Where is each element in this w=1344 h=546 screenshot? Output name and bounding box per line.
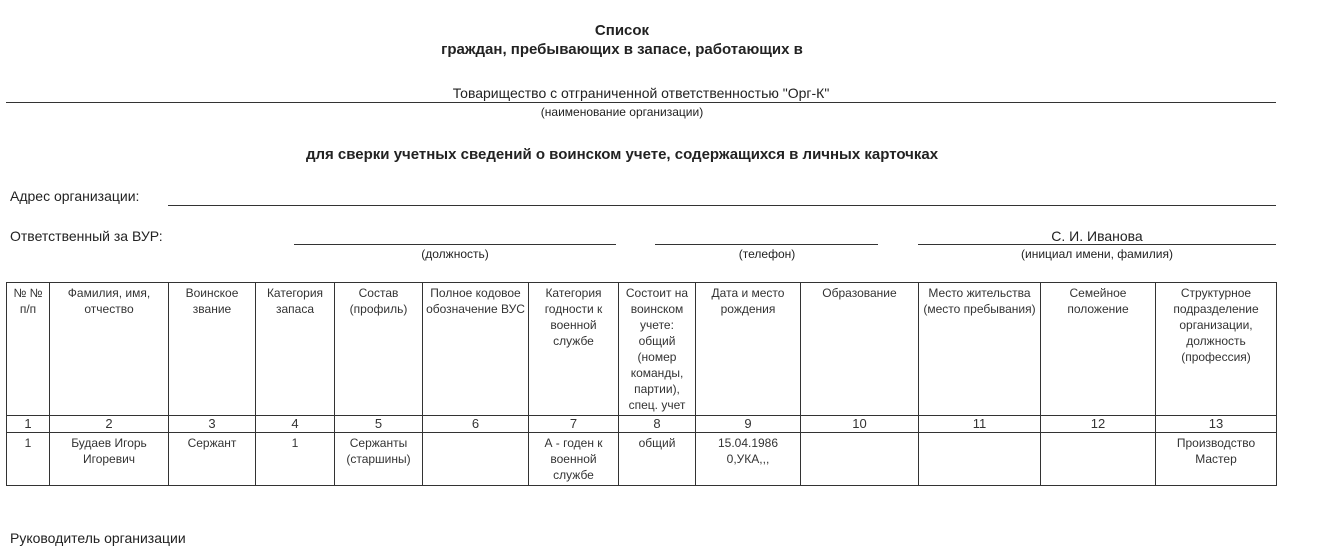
column-number: 13: [1155, 415, 1277, 433]
phone-caption: (телефон): [738, 247, 796, 261]
column-number: 12: [1040, 415, 1156, 433]
column-number: 2: [49, 415, 169, 433]
table-cell: А - годен к военной службе: [528, 432, 619, 486]
header-row: № № п/п Фамилия, имя, отчество Воинское зв…: [6, 282, 1277, 416]
column-header: № № п/п: [6, 282, 50, 416]
address-field: [168, 205, 1276, 206]
table-cell: 1: [255, 432, 335, 486]
column-number: 11: [918, 415, 1041, 433]
column-number: 1: [6, 415, 50, 433]
column-header: Образование: [800, 282, 919, 416]
column-number-row: 1 2 3 4 5 6 7 8 9 10 11 12 13: [6, 415, 1277, 433]
column-header: Структурное подразделение организации, д…: [1155, 282, 1277, 416]
document-title: Список: [594, 22, 650, 39]
column-number: 4: [255, 415, 335, 433]
table-cell: 15.04.1986 0,УКА,,,: [695, 432, 801, 486]
column-number: 8: [618, 415, 696, 433]
table-row: 1 Будаев Игорь Игоревич Сержант 1 Сержанты (…: [6, 432, 1277, 486]
table-cell: Будаев Игорь Игоревич: [49, 432, 169, 486]
table-cell: Сержант: [168, 432, 256, 486]
column-number: 9: [695, 415, 801, 433]
organization-name: Товарищество с отграниченной ответственн…: [452, 85, 830, 101]
name-caption: (инициал имени, фамилия): [1021, 247, 1173, 261]
organization-underline: [6, 102, 1276, 103]
responsible-name: С. И. Иванова: [1051, 228, 1143, 244]
address-label: Адрес организации:: [10, 188, 140, 204]
table-cell: [918, 432, 1041, 486]
name-field: [918, 244, 1276, 245]
organization-caption: (наименование организации): [540, 105, 704, 119]
phone-field: [655, 244, 878, 245]
column-header: Фамилия, имя, отчество: [49, 282, 169, 416]
column-header: Состоит на воинском учете: общий (номер …: [618, 282, 696, 416]
table-cell: Сержанты (старшины): [334, 432, 423, 486]
position-caption: (должность): [421, 247, 489, 261]
column-header: Категория запаса: [255, 282, 335, 416]
column-header: Семейное положение: [1040, 282, 1156, 416]
purpose-heading: для сверки учетных сведений о воинском у…: [305, 146, 939, 163]
column-header: Категория годности к военной службе: [528, 282, 619, 416]
column-header: Полное кодовое обозначение ВУС: [422, 282, 529, 416]
table-cell: [800, 432, 919, 486]
table-cell: 1: [6, 432, 50, 486]
document-subtitle: граждан, пребывающих в запасе, работающи…: [441, 41, 803, 58]
column-number: 3: [168, 415, 256, 433]
table-cell: общий: [618, 432, 696, 486]
head-signature-label: Руководитель организации: [10, 530, 186, 546]
table-cell: [422, 432, 529, 486]
column-number: 6: [422, 415, 529, 433]
table-cell: Производство Мастер: [1155, 432, 1277, 486]
column-header: Место жительства (место пребывания): [918, 282, 1041, 416]
column-header: Состав (профиль): [334, 282, 423, 416]
reservists-table: № № п/п Фамилия, имя, отчество Воинское зв…: [6, 282, 1277, 486]
column-number: 5: [334, 415, 423, 433]
column-header: Воинское звание: [168, 282, 256, 416]
column-number: 7: [528, 415, 619, 433]
position-field: [294, 244, 616, 245]
column-number: 10: [800, 415, 919, 433]
table-cell: [1040, 432, 1156, 486]
responsible-label: Ответственный за ВУР:: [10, 228, 163, 244]
column-header: Дата и место рождения: [695, 282, 801, 416]
